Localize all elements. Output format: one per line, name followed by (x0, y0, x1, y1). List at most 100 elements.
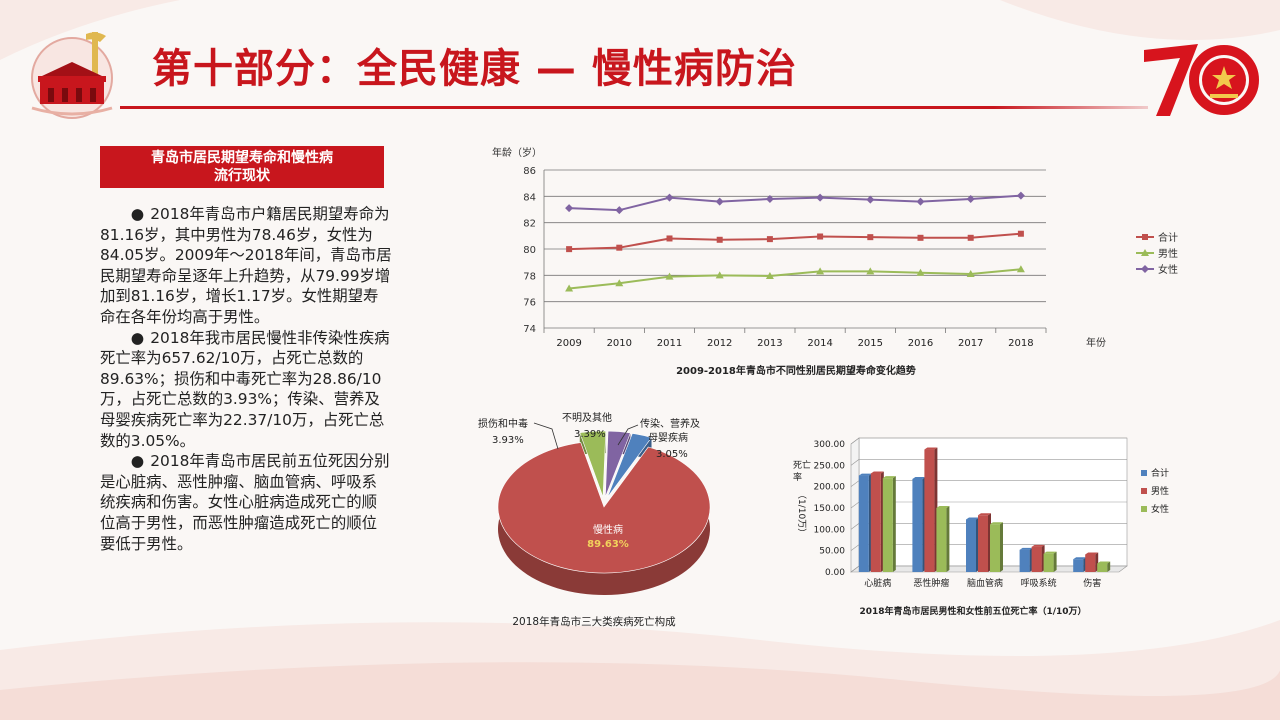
pie-value-chronic: 89.63% (587, 539, 629, 550)
bar-bar_total (1019, 547, 1033, 572)
bar-legend-label: 女性 (1151, 503, 1169, 515)
bar-side (892, 476, 896, 572)
title-underline (120, 106, 1148, 109)
line-series-female (565, 191, 1025, 215)
line-point (1016, 191, 1025, 200)
bar-side (1053, 551, 1057, 572)
summary-text: ● 2018年青岛市户籍居民期望寿命为81.16岁，其中男性为78.46岁，女性为… (100, 204, 392, 554)
bar-top (858, 473, 872, 476)
bar-front (936, 508, 947, 572)
line-point (1016, 265, 1025, 273)
70-anniversary-emblem-icon (1144, 44, 1259, 116)
bullet-icon: ● (130, 452, 145, 471)
bar-x-tick-label: 伤害 (1083, 577, 1101, 589)
bar-front (966, 519, 976, 572)
bar-front (990, 524, 1000, 572)
death-composition-pie-chart: 慢性病 89.63% 损伤和中毒 3.93% 不明及其他 3.39% 传染、营养及母婴疾病 3… (478, 411, 711, 628)
bar-legend-swatch (1141, 506, 1147, 512)
line-point (716, 236, 723, 243)
bar-bar_male (978, 513, 991, 572)
bar-front (1043, 553, 1054, 572)
line-point (1141, 265, 1149, 273)
bullet-icon: ● (130, 328, 145, 347)
line-point (866, 267, 875, 275)
bar-gridline (850, 437, 1127, 445)
line-legend-label: 合计 (1158, 231, 1178, 244)
paragraph-life-expectancy: ● 2018年青岛市户籍居民期望寿命为81.16岁，其中男性为78.46岁，女性为… (100, 205, 392, 326)
bar-y-tick-label: 100.00 (814, 525, 846, 535)
pie-value-injury: 3.93% (492, 435, 524, 446)
pie-leader-line (533, 422, 559, 450)
line-y-tick-label: 80 (523, 245, 536, 256)
line-point (967, 234, 974, 241)
line-x-tick-label: 2009 (556, 338, 581, 349)
bullet-icon: ● (130, 205, 145, 223)
pie-leader-line (617, 424, 639, 446)
bar-x-tick-label: 心脏病 (864, 577, 891, 589)
bar-y-tick-label: 200.00 (814, 483, 846, 493)
line-point (916, 268, 925, 276)
pie-chart-title: 2018年青岛市三大类疾病死亡构成 (512, 615, 676, 628)
line-x-tick-label: 2015 (858, 338, 883, 349)
bar-x-tick-label: 脑血管病 (967, 577, 1003, 589)
line-point (816, 193, 825, 202)
bar-y-axis-label-2: （1/10万） (796, 490, 807, 537)
line-point (665, 193, 674, 202)
pie-slice-2 (605, 430, 631, 498)
bar-top (924, 447, 938, 450)
bar-bar_female (882, 476, 896, 572)
pie-slice-3 (607, 433, 653, 498)
line-point (566, 246, 573, 253)
line-legend-label: 男性 (1158, 247, 1178, 260)
line-series-path (569, 194, 1021, 212)
line-chart-title: 2009-2018年青岛市不同性别居民期望寿命变化趋势 (676, 364, 916, 377)
bar-top (882, 476, 896, 479)
bar-gridline (850, 459, 1127, 466)
tiananmen-logo-icon (31, 32, 113, 119)
bar-bar_total (858, 473, 872, 572)
pie-label-unknown: 不明及其他 (562, 411, 612, 424)
paragraph-mortality: ● 2018年我市居民慢性非传染性疾病死亡率为657.62/10万，占死亡总数的8… (100, 328, 390, 450)
bar-top (1085, 552, 1099, 555)
line-x-tick-label: 2011 (657, 338, 682, 349)
life-expectancy-line-chart: 年龄（岁） 74 76 78 80 82 84 86 2009 2010 2011 2012 2013 2… (492, 146, 1178, 377)
line-x-tick-label: 2012 (707, 338, 732, 349)
line-y-tick-label: 82 (523, 219, 536, 230)
bar-y-tick-label: 300.00 (814, 440, 846, 450)
bar-front (858, 475, 869, 572)
pie-value-unknown: 3.39% (574, 429, 606, 440)
bar-x-tick-label: 恶性肿瘤 (913, 577, 949, 589)
bar-bar_female (936, 506, 950, 572)
bar-chart-title: 2018年青岛市居民男性和女性前五位死亡率（1/10万） (859, 605, 1086, 617)
line-x-axis-label: 年份 (1086, 336, 1106, 349)
line-point (867, 234, 874, 241)
line-x-tick-label: 2016 (908, 338, 933, 349)
line-x-tick-label: 2013 (757, 338, 782, 349)
pie-label-infectious-2: 母婴疾病 (648, 431, 688, 444)
line-point (615, 206, 624, 215)
line-y-tick-label: 86 (523, 166, 536, 177)
bar-y-axis-label-1b: 率 (793, 471, 802, 483)
top-five-mortality-bar-chart: 0.00 50.00 100.00 150.00 200.00 250.00 300.00死… (793, 437, 1169, 617)
bar-bar_total (1073, 557, 1087, 572)
line-y-tick-label: 84 (523, 192, 536, 203)
line-point (917, 234, 924, 241)
line-x-tick-label: 2010 (607, 338, 632, 349)
paragraph-top-causes: ● 2018年青岛市居民前五位死因分别是心脏病、恶性肿瘤、脑血管病、呼吸系统疾病和… (100, 452, 390, 553)
bar-top (870, 471, 884, 474)
bar-legend-label: 男性 (1151, 485, 1169, 497)
line-point (715, 197, 724, 206)
bar-top (990, 522, 1003, 525)
line-y-axis-label: 年龄（岁） (492, 146, 542, 159)
line-point (966, 270, 975, 278)
bar-front (882, 478, 893, 572)
line-y-tick-label: 76 (523, 298, 536, 309)
bar-y-tick-label: 150.00 (814, 504, 846, 514)
bar-y-tick-label: 0.00 (825, 568, 845, 578)
line-point (666, 235, 673, 242)
pie-value-infectious: 3.05% (656, 449, 688, 460)
line-y-tick-label: 78 (523, 271, 536, 282)
line-point (916, 197, 925, 206)
line-point (817, 233, 824, 240)
